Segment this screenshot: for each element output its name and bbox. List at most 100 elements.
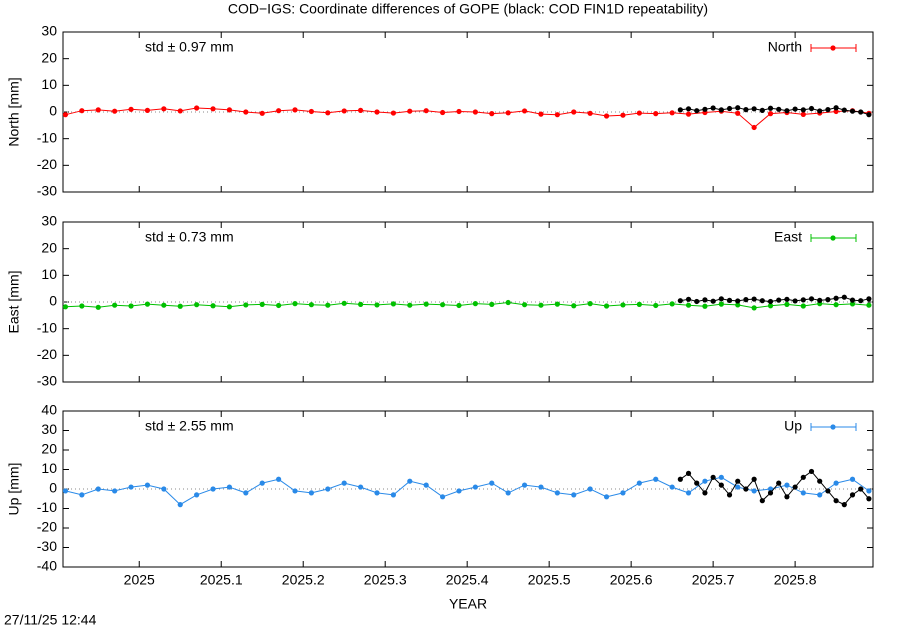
data-point	[825, 107, 831, 113]
x-tick-label: 2025.8	[774, 572, 817, 588]
data-point	[841, 107, 847, 113]
data-point	[735, 110, 741, 116]
data-point	[792, 106, 798, 112]
data-point	[276, 108, 282, 114]
data-point	[710, 105, 716, 111]
data-point	[259, 110, 265, 116]
chart-title: COD−IGS: Coordinate differences of GOPE …	[228, 1, 708, 17]
data-point	[735, 484, 741, 490]
data-point	[833, 498, 839, 504]
data-point	[685, 470, 692, 476]
data-point	[784, 296, 790, 302]
data-point	[636, 110, 642, 116]
data-point	[849, 297, 856, 303]
data-point	[718, 482, 724, 488]
data-point	[694, 108, 700, 114]
y-tick-label: -20	[37, 346, 57, 362]
data-point	[784, 301, 790, 307]
data-point	[95, 486, 101, 492]
x-tick-label: 2025	[124, 572, 155, 588]
data-point	[767, 105, 774, 111]
panel: -30 -20 -10 0 10 20 30 North [mm] std ± 0.97 mm N…	[6, 23, 874, 199]
data-point	[62, 112, 69, 118]
data-point	[702, 297, 708, 303]
data-point	[620, 112, 626, 118]
data-point	[735, 302, 741, 308]
y-tick-label: -10	[37, 499, 57, 515]
data-point	[677, 476, 683, 482]
data-point	[858, 486, 864, 492]
data-point	[776, 297, 782, 303]
data-point	[808, 105, 815, 112]
data-point	[423, 482, 429, 488]
data-point	[358, 301, 364, 307]
legend-marker	[830, 235, 836, 241]
legend-label: East	[774, 229, 802, 245]
y-tick-label: 20	[41, 49, 57, 65]
y-tick-label: -40	[37, 558, 57, 574]
y-tick-label: 0	[49, 480, 57, 496]
data-point	[685, 296, 692, 302]
data-point	[603, 113, 610, 119]
series-line	[65, 476, 870, 506]
data-point	[439, 302, 446, 308]
data-point	[792, 298, 798, 304]
data-point	[858, 298, 864, 304]
data-point	[735, 298, 741, 304]
data-point	[456, 108, 462, 115]
y-tick-label: -20	[37, 519, 57, 535]
data-point	[841, 294, 847, 300]
data-point	[817, 108, 823, 114]
data-point	[538, 111, 544, 117]
data-point	[751, 106, 757, 112]
data-point	[571, 492, 577, 498]
data-point	[194, 302, 200, 308]
data-point	[685, 111, 692, 117]
data-point	[776, 106, 782, 112]
data-point	[841, 502, 847, 508]
data-point	[472, 301, 478, 307]
y-tick-label: 30	[41, 23, 57, 39]
data-point	[341, 108, 347, 114]
data-point	[571, 303, 577, 309]
data-point	[767, 486, 774, 492]
data-point	[226, 484, 233, 490]
data-point	[718, 296, 724, 302]
y-tick-label: 20	[41, 441, 57, 457]
x-tick-label: 2025.4	[446, 572, 489, 588]
data-point	[825, 297, 831, 303]
data-point	[210, 486, 216, 492]
data-point	[112, 302, 118, 308]
data-point	[423, 301, 429, 307]
data-point	[587, 486, 593, 492]
y-tick-label: -10	[37, 319, 57, 335]
data-point	[587, 301, 593, 307]
data-point	[407, 302, 413, 308]
data-point	[808, 296, 815, 302]
y-tick-label: 0	[49, 293, 57, 309]
data-point	[390, 110, 396, 116]
data-point	[718, 107, 724, 113]
data-point	[726, 105, 733, 112]
data-point	[308, 108, 315, 115]
data-point	[653, 302, 659, 309]
y-tick-label: -20	[37, 156, 57, 172]
data-point	[833, 105, 839, 111]
data-point	[735, 478, 741, 484]
data-point	[669, 301, 675, 307]
data-point	[259, 301, 265, 307]
y-tick-label: 10	[41, 76, 57, 92]
data-point	[866, 488, 872, 494]
data-point	[620, 490, 626, 496]
data-point	[62, 488, 69, 494]
data-point	[505, 299, 511, 306]
data-point	[702, 106, 708, 112]
x-tick-label: 2025.1	[200, 572, 243, 588]
data-point	[587, 110, 593, 116]
data-point	[79, 492, 85, 498]
data-point	[685, 106, 692, 112]
data-point	[726, 492, 733, 498]
data-point	[128, 484, 134, 490]
data-point	[374, 490, 380, 496]
data-point	[743, 107, 749, 113]
